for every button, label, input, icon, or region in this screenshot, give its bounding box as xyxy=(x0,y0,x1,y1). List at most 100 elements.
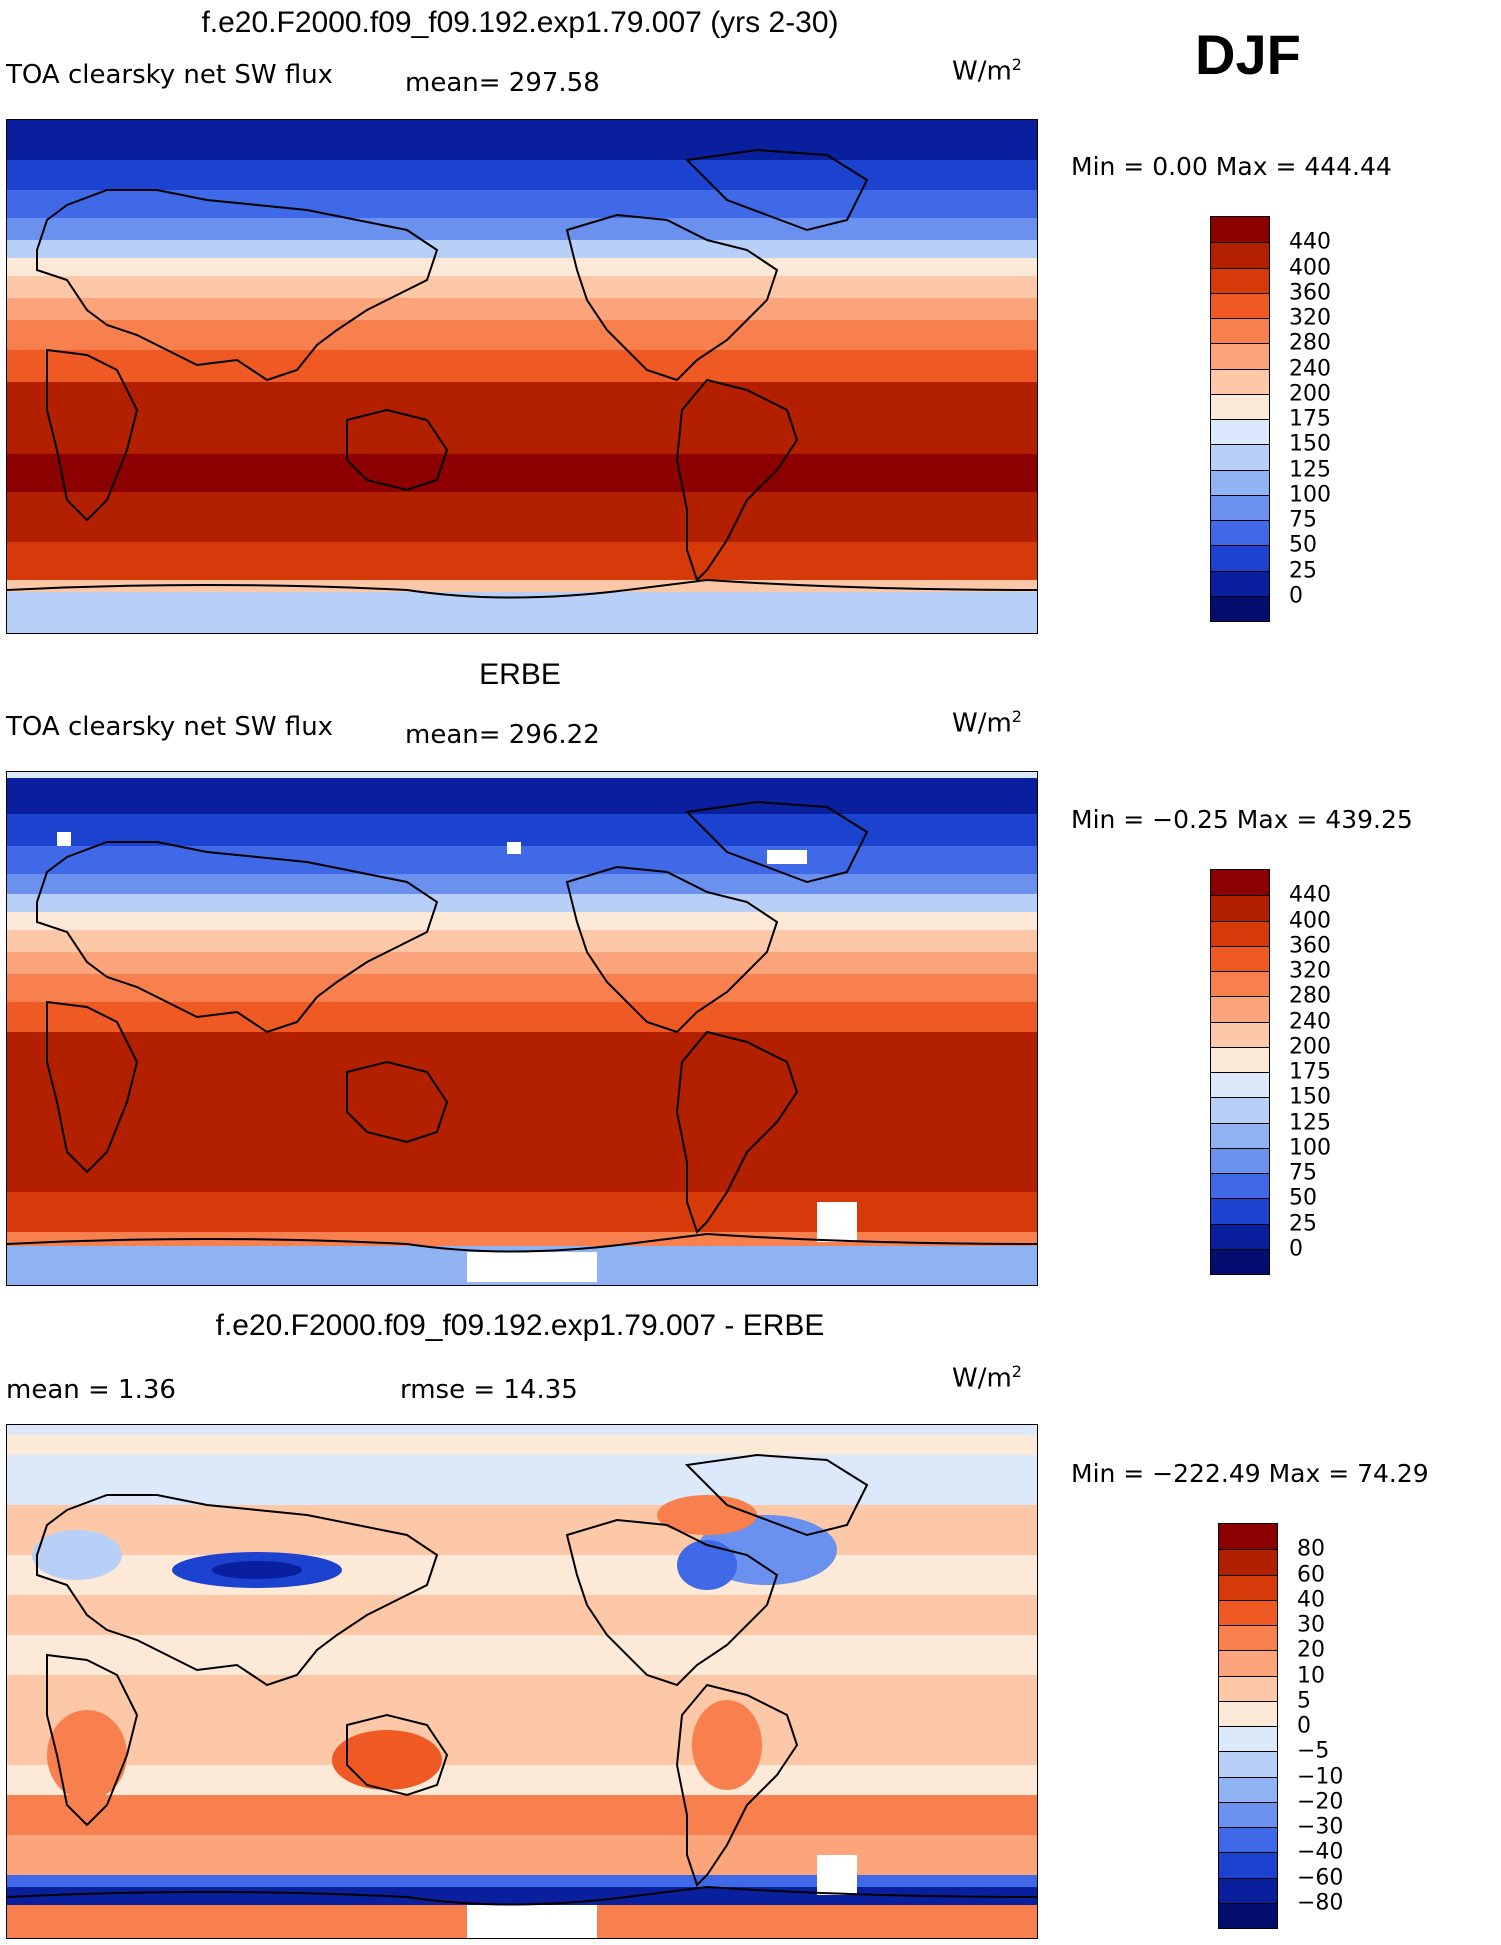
colorbar-box xyxy=(1219,1801,1277,1827)
panel3-colorbar: 80 60 40 30 20 10 5 0 −5 −10 −20 −30 −40 −60 −80 xyxy=(1218,1523,1343,1929)
colorbar-tick-label: 80 xyxy=(1297,1536,1325,1562)
colorbar-box xyxy=(1211,996,1269,1022)
colorbar-box xyxy=(1211,1072,1269,1098)
colorbar-tick-label: 40 xyxy=(1297,1587,1325,1613)
panel3-mean-label: mean = 1.36 xyxy=(6,1375,176,1405)
colorbar-tick-label: 100 xyxy=(1289,482,1331,508)
colorbar-tick-label: 125 xyxy=(1289,457,1331,482)
panel3-rmse-label: rmse = 14.35 xyxy=(400,1375,578,1405)
panel2-minmax: Min = −0.25 Max = 439.25 xyxy=(1071,805,1413,834)
colorbar-tick-label: 25 xyxy=(1289,1211,1317,1236)
colorbar-tick-label: 100 xyxy=(1289,1135,1331,1161)
colorbar-box xyxy=(1211,419,1269,445)
colorbar-box xyxy=(1219,1776,1277,1802)
colorbar-tick-label: −5 xyxy=(1297,1738,1330,1764)
colorbar-tick-label: 320 xyxy=(1289,958,1331,984)
colorbar-box xyxy=(1211,444,1269,470)
panel3-title: f.e20.F2000.f09_f09.192.exp1.79.007 - ER… xyxy=(215,1309,825,1342)
colorbar-box xyxy=(1211,292,1269,318)
colorbar-box xyxy=(1211,945,1269,971)
colorbar-box xyxy=(1219,1549,1277,1575)
colorbar-tick-label: 30 xyxy=(1297,1612,1325,1638)
colorbar-tick-label: 240 xyxy=(1289,1009,1331,1034)
colorbar-box xyxy=(1219,1751,1277,1777)
colorbar-box xyxy=(1211,1223,1269,1249)
colorbar-tick-label: 0 xyxy=(1297,1713,1311,1739)
colorbar-box xyxy=(1219,1599,1277,1625)
colorbar-tick-label: 5 xyxy=(1297,1688,1311,1714)
colorbar-box xyxy=(1211,469,1269,495)
colorbar-box xyxy=(1211,242,1269,268)
colorbar-box xyxy=(1219,1726,1277,1752)
panel2-title: ERBE xyxy=(479,658,561,691)
colorbar-box xyxy=(1219,1574,1277,1600)
colorbar-box xyxy=(1211,267,1269,293)
colorbar-tick-label: −40 xyxy=(1297,1839,1344,1865)
colorbar-tick-label: 50 xyxy=(1289,1185,1317,1211)
colorbar-tick-label: 400 xyxy=(1289,255,1331,280)
colorbar-tick-label: 440 xyxy=(1289,882,1331,908)
panel3-units-label: W/m2 xyxy=(952,1362,1022,1394)
colorbar-box xyxy=(1211,393,1269,419)
colorbar-box xyxy=(1211,343,1269,369)
colorbar-tick-label: 150 xyxy=(1289,1084,1331,1110)
colorbar-tick-label: 240 xyxy=(1289,356,1331,381)
colorbar-tick-label: 200 xyxy=(1289,1034,1331,1060)
panel1-title: f.e20.F2000.f09_f09.192.exp1.79.007 (yrs… xyxy=(201,6,839,39)
panel3-map xyxy=(6,1424,1038,1939)
colorbar-tick-label: 150 xyxy=(1289,431,1331,457)
colorbar-tick-label: 400 xyxy=(1289,908,1331,933)
panel2-units-label: W/m2 xyxy=(952,707,1022,739)
colorbar-box xyxy=(1219,1524,1277,1550)
colorbar-box xyxy=(1219,1877,1277,1903)
panel2-field-label: TOA clearsky net SW flux xyxy=(6,712,334,742)
colorbar-box xyxy=(1219,1902,1277,1928)
colorbar-box xyxy=(1211,1097,1269,1123)
colorbar-box xyxy=(1219,1700,1277,1726)
colorbar-box xyxy=(1211,870,1269,896)
panel1-mean-label: mean= 297.58 xyxy=(405,68,600,98)
colorbar-tick-label: 175 xyxy=(1289,1059,1331,1085)
colorbar-box xyxy=(1211,217,1269,243)
panel1-map xyxy=(6,119,1038,634)
colorbar-box xyxy=(1211,1147,1269,1173)
colorbar-tick-label: 25 xyxy=(1289,558,1317,583)
colorbar-box xyxy=(1211,318,1269,344)
colorbar-box xyxy=(1219,1827,1277,1853)
colorbar-box xyxy=(1211,570,1269,596)
colorbar-tick-label: 320 xyxy=(1289,305,1331,331)
season-label: DJF xyxy=(1195,23,1301,86)
colorbar-box xyxy=(1211,920,1269,946)
colorbar-box xyxy=(1219,1650,1277,1676)
colorbar-tick-label: 280 xyxy=(1289,330,1331,356)
colorbar-tick-label: 280 xyxy=(1289,983,1331,1009)
colorbar-tick-label: −20 xyxy=(1297,1789,1344,1815)
colorbar-tick-label: 175 xyxy=(1289,406,1331,432)
colorbar-box xyxy=(1211,1046,1269,1072)
colorbar-box xyxy=(1211,1248,1269,1274)
colorbar-box xyxy=(1211,494,1269,520)
colorbar-tick-label: 75 xyxy=(1289,507,1317,533)
colorbar-tick-label: 75 xyxy=(1289,1160,1317,1186)
colorbar-tick-label: 360 xyxy=(1289,280,1331,306)
panel3-minmax: Min = −222.49 Max = 74.29 xyxy=(1071,1459,1429,1488)
colorbar-box xyxy=(1211,895,1269,921)
colorbar-tick-label: 50 xyxy=(1289,532,1317,558)
colorbar-box xyxy=(1211,1021,1269,1047)
panel1-minmax: Min = 0.00 Max = 444.44 xyxy=(1071,152,1392,181)
colorbar-box xyxy=(1211,1198,1269,1224)
colorbar-box xyxy=(1211,368,1269,394)
colorbar-tick-label: −80 xyxy=(1297,1890,1344,1916)
colorbar-box xyxy=(1211,1173,1269,1199)
colorbar-box xyxy=(1211,595,1269,621)
colorbar-tick-label: 360 xyxy=(1289,933,1331,959)
colorbar-tick-label: 60 xyxy=(1297,1562,1325,1587)
colorbar-tick-label: 0 xyxy=(1289,583,1303,609)
colorbar-tick-label: 10 xyxy=(1297,1663,1325,1688)
panel2-colorbar: 440 400 360 320 280 240 200 175 150 125 100 75 50 25 0 xyxy=(1210,869,1331,1275)
colorbar-box xyxy=(1219,1625,1277,1651)
colorbar-box xyxy=(1219,1675,1277,1701)
panel1-field-label: TOA clearsky net SW flux xyxy=(6,60,334,90)
panel2-mean-label: mean= 296.22 xyxy=(405,720,600,750)
panel2-map xyxy=(6,771,1038,1286)
